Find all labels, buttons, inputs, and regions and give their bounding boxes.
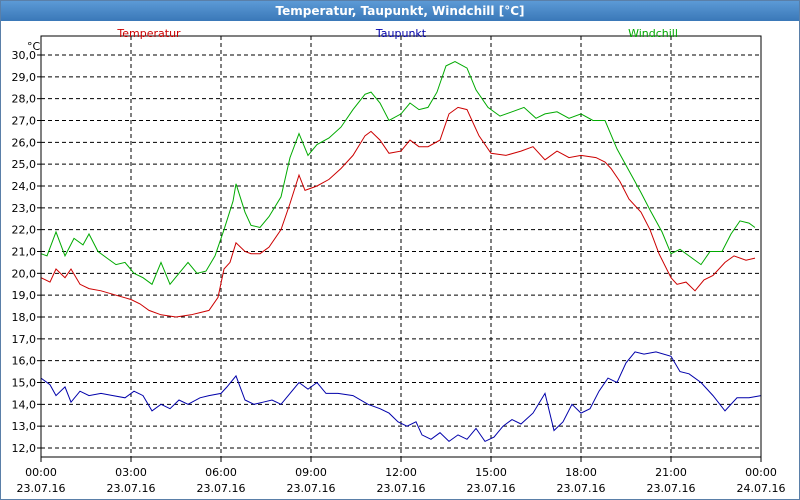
x-tick-time: 00:00 [745,466,777,479]
y-axis-ticks: 12,0 13,0 14,0 15,0 16,0 17,0 18,0 19,0 20,0 21,0… [12,49,41,455]
y-tick-label: 25,0 [12,158,37,171]
x-tick-date: 23.07.16 [377,482,426,495]
y-tick-label: 27,0 [12,115,37,128]
series-line-temperatur [40,106,756,318]
y-tick-label: 22,0 [12,224,37,237]
y-tick-label: 30,0 [12,49,37,62]
series-lines [40,61,762,443]
y-tick-label: 18,0 [12,311,37,324]
y-tick-label: 20,0 [12,267,37,280]
y-tick-label: 15,0 [12,377,37,390]
x-tick-time: 00:00 [25,466,57,479]
x-tick-time: 15:00 [475,466,507,479]
chart-area: 12,0 13,0 14,0 15,0 16,0 17,0 18,0 19,0 20,0 21,0… [12,27,786,495]
grid [41,36,761,457]
series-line-windchill [40,61,756,286]
x-tick-date: 23.07.16 [647,482,696,495]
x-tick-date: 23.07.16 [287,482,336,495]
y-tick-label: 28,0 [12,93,37,106]
window-title: Temperatur, Taupunkt, Windchill [°C] [1,1,799,21]
y-tick-label: 12,0 [12,442,37,455]
x-tick-time: 18:00 [565,466,597,479]
y-tick-label: 26,0 [12,136,37,149]
y-tick-label: 29,0 [12,71,37,84]
x-tick-time: 21:00 [655,466,687,479]
y-tick-label: 13,0 [12,420,37,433]
legend: Temperatur Taupunkt Windchill [116,27,678,40]
y-axis-unit-label: °C [27,40,41,53]
x-tick-time: 03:00 [115,466,147,479]
x-tick-time: 12:00 [385,466,417,479]
x-tick-date: 24.07.16 [737,482,786,495]
x-tick-date: 23.07.16 [197,482,246,495]
y-tick-label: 16,0 [12,355,37,368]
x-tick-date: 23.07.16 [467,482,516,495]
legend-entry: Temperatur [116,27,181,40]
y-tick-label: 19,0 [12,289,37,302]
series-line-taupunkt [40,351,762,443]
legend-entry: Windchill [628,27,678,40]
x-tick-time: 09:00 [295,466,327,479]
x-tick-date: 23.07.16 [557,482,606,495]
x-tick-date: 23.07.16 [17,482,66,495]
legend-entry: Taupunkt [375,27,427,40]
y-tick-label: 14,0 [12,398,37,411]
y-tick-label: 24,0 [12,180,37,193]
y-tick-label: 21,0 [12,246,37,259]
x-axis-ticks: 00:00 23.07.16 03:00 23.07.16 06:00 23.07.16 0… [17,457,786,495]
x-tick-date: 23.07.16 [107,482,156,495]
x-tick-time: 06:00 [205,466,237,479]
y-tick-label: 23,0 [12,202,37,215]
y-tick-label: 17,0 [12,333,37,346]
